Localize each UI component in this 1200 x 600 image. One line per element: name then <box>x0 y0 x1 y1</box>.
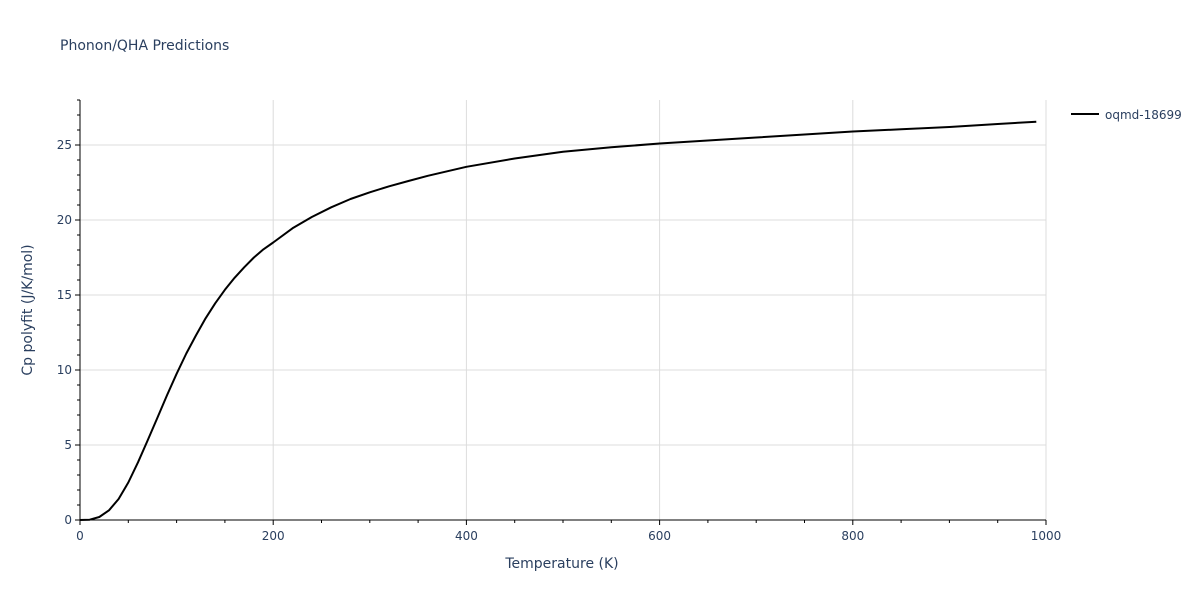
x-tick-label: 600 <box>648 529 671 543</box>
y-tick-label: 0 <box>64 513 72 527</box>
x-tick-label: 800 <box>841 529 864 543</box>
legend-label-oqmd-18699: oqmd-18699 <box>1105 108 1182 122</box>
x-axis-ticks: 0 200 400 600 800 1000 <box>76 520 1061 543</box>
series-line-oqmd-18699[interactable] <box>79 120 1037 521</box>
chart-title: Phonon/QHA Predictions <box>60 38 229 54</box>
y-axis-title: Cp polyfit (J/K/mol) <box>20 244 36 375</box>
y-tick-label: 5 <box>64 438 72 452</box>
axes <box>79 100 1046 521</box>
legend[interactable]: oqmd-18699 <box>1071 108 1182 122</box>
y-tick-label: 25 <box>57 138 72 152</box>
x-axis-title: Temperature (K) <box>504 556 618 572</box>
y-tick-label: 15 <box>57 288 72 302</box>
x-tick-label: 400 <box>455 529 478 543</box>
series-group <box>79 120 1037 521</box>
x-tick-label: 1000 <box>1031 529 1062 543</box>
y-axis-ticks: 0 5 10 15 20 25 <box>57 99 80 527</box>
y-tick-label: 10 <box>57 363 72 377</box>
y-tick-label: 20 <box>57 213 72 227</box>
gridlines <box>80 100 1047 520</box>
x-tick-label: 0 <box>76 529 84 543</box>
x-tick-label: 200 <box>262 529 285 543</box>
